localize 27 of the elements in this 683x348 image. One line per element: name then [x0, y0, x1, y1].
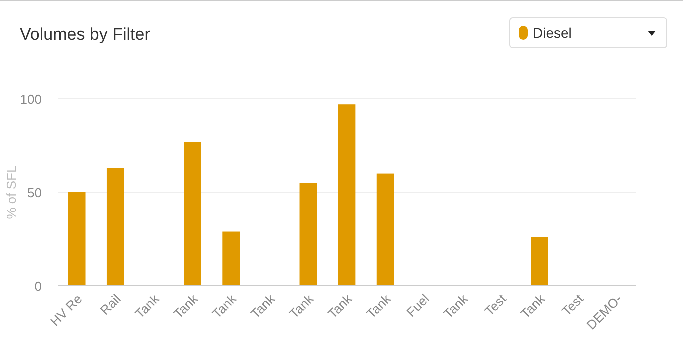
x-tick-label: Test: [559, 291, 587, 319]
bar: [106, 168, 124, 286]
bar: [184, 142, 202, 286]
legend-label: Diesel: [533, 25, 572, 41]
y-tick-label: 50: [28, 186, 42, 200]
y-tick-label: 0: [34, 279, 42, 294]
x-tick-label: Tank: [170, 291, 202, 322]
bar: [376, 174, 394, 286]
x-tick-label: HV Re: [48, 292, 86, 330]
bar: [300, 183, 318, 286]
x-tick-label: Tank: [518, 291, 548, 322]
y-axis-title: % of SFL: [4, 166, 19, 220]
x-tick-label: Tank: [209, 291, 240, 322]
x-tick-label: Tank: [248, 291, 278, 322]
y-tick-label: 100: [20, 92, 42, 107]
chart-title: Volumes by Filter: [20, 25, 151, 44]
x-tick-label: Tank: [364, 291, 394, 322]
x-tick-label: Tank: [325, 291, 356, 322]
x-tick-label: Tank: [132, 291, 163, 322]
bar: [338, 104, 356, 286]
x-tick-label: Tank: [440, 291, 472, 322]
x-tick-label: Test: [482, 291, 510, 319]
x-tick-label: Rail: [97, 291, 124, 318]
x-tick-label: Tank: [286, 291, 317, 322]
bar: [531, 237, 548, 286]
bar: [222, 232, 240, 286]
bar: [68, 192, 86, 286]
